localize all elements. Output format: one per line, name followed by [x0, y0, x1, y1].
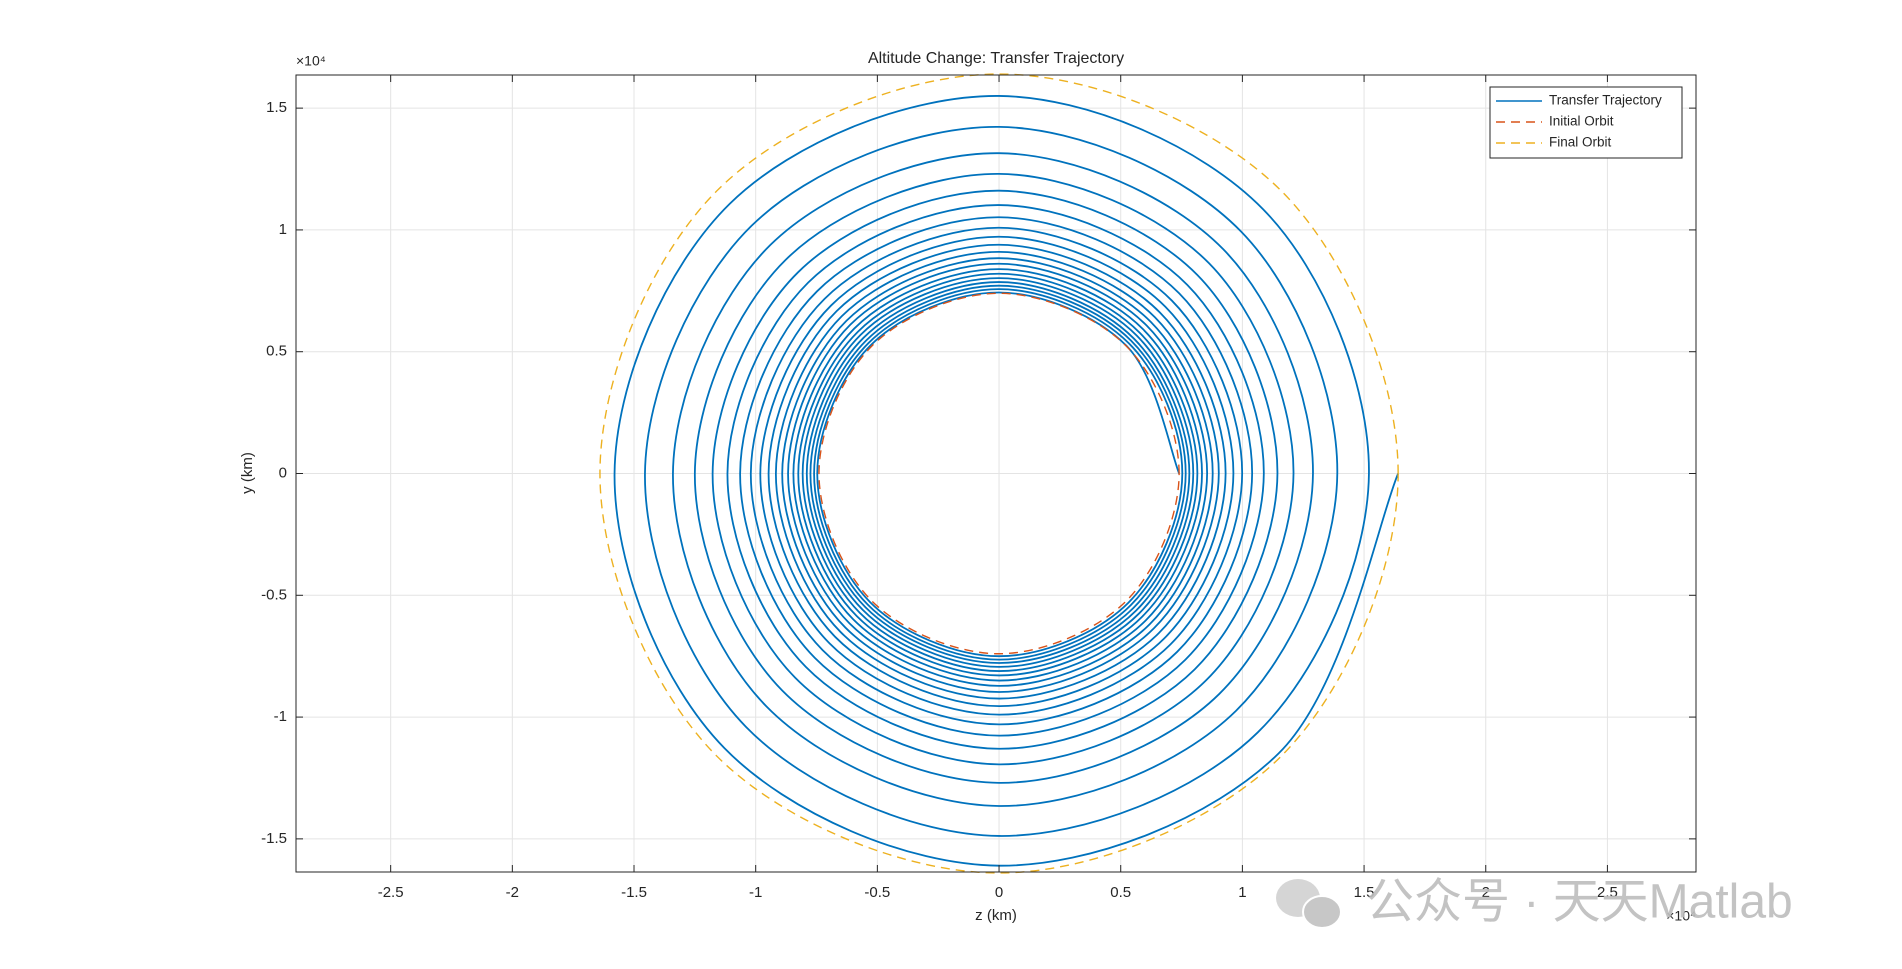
x-axis-label: z (km) — [975, 907, 1017, 924]
y-tick-label: 1 — [279, 221, 287, 238]
x-tick-label: -2.5 — [378, 884, 404, 901]
icon-bubble — [1302, 895, 1342, 929]
x-tick-label: -1 — [749, 884, 762, 901]
x-tick-label: -0.5 — [864, 884, 890, 901]
legend-label: Transfer Trajectory — [1549, 93, 1662, 108]
watermark: 公众号 · 天天Matlab — [1366, 876, 1793, 929]
series-line — [613, 95, 1399, 867]
y-tick-label: -1 — [274, 708, 287, 725]
x-tick-label: 2 — [1482, 884, 1490, 901]
chart-title: Altitude Change: Transfer Trajectory — [868, 50, 1124, 67]
legend-box — [1489, 86, 1683, 159]
y-tick-label: -0.5 — [261, 586, 287, 603]
watermark-icon — [1276, 879, 1342, 929]
series-line — [599, 73, 1399, 874]
x-tick-label: 0 — [995, 884, 1003, 901]
series-line — [818, 292, 1180, 655]
y-tick-label: -1.5 — [261, 830, 287, 847]
y-tick-label: 0 — [279, 464, 287, 481]
grid — [296, 75, 1696, 872]
x-tick-label: 1.5 — [1354, 884, 1375, 901]
x-multiplier: ×10⁴ — [1666, 908, 1696, 924]
y-tick-label: 1.5 — [266, 99, 287, 116]
legend-label: Final Orbit — [1549, 135, 1612, 150]
x-tick-label: 2.5 — [1597, 884, 1618, 901]
y-multiplier: ×10⁴ — [296, 53, 326, 69]
plot-lines — [599, 73, 1399, 874]
y-tick-label: 0.5 — [266, 343, 287, 360]
x-tick-label: 0.5 — [1110, 884, 1131, 901]
x-tick-label: -2 — [506, 884, 519, 901]
ticks: -2.5 -2 -1.5 -1 -0.5 0 0.5 1 1.5 2 2.5 -1.5 -1 -0.5 0 0… — [261, 75, 1696, 901]
y-axis-label: y (km) — [239, 452, 256, 494]
legend-label: Initial Orbit — [1549, 114, 1614, 129]
x-tick-label: 1 — [1238, 884, 1246, 901]
x-tick-label: -1.5 — [621, 884, 647, 901]
legend: Transfer Trajectory Initial Orbit Final Or… — [1489, 86, 1683, 159]
